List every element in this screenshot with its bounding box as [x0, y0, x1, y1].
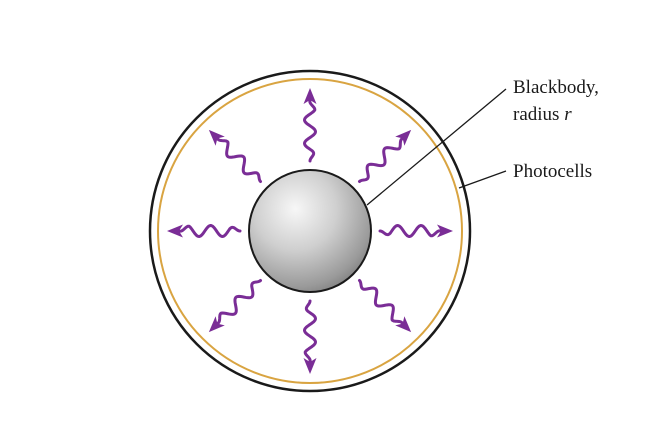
radius-variable: r: [564, 104, 572, 125]
photon-arrowhead-icon-4: [167, 224, 183, 238]
photon-wave-0: [378, 224, 443, 238]
photon-wave-7: [358, 279, 405, 326]
photon-arrowhead-icon-2: [303, 88, 317, 104]
photon-wave-5: [215, 279, 262, 326]
photon-wave-1: [358, 136, 405, 183]
blackbody-leader-line: [366, 88, 507, 206]
photon-arrowhead-icon-3: [208, 129, 225, 146]
photon-arrowhead-icon-0: [437, 224, 453, 238]
blackbody-label-line1: Blackbody,: [513, 77, 599, 98]
photon-arrows-group: [167, 88, 453, 374]
blackbody-label-line2: radius r: [513, 104, 572, 125]
photocell-ring: [157, 78, 463, 384]
photon-wave-2: [303, 98, 317, 163]
photon-arrowhead-icon-1: [395, 129, 412, 146]
blackbody-sphere: [248, 169, 372, 293]
photocells-leader-line: [458, 170, 507, 189]
photon-wave-4: [177, 224, 242, 238]
radius-label: radius: [513, 104, 564, 125]
photocells-label: Photocells: [513, 161, 592, 182]
photon-arrowhead-icon-7: [395, 316, 412, 333]
outer-enclosure-circle: [148, 69, 472, 393]
photon-wave-3: [215, 136, 262, 183]
photon-wave-6: [303, 299, 317, 364]
photon-arrowhead-icon-5: [208, 316, 225, 333]
photon-arrowhead-icon-6: [303, 358, 317, 374]
